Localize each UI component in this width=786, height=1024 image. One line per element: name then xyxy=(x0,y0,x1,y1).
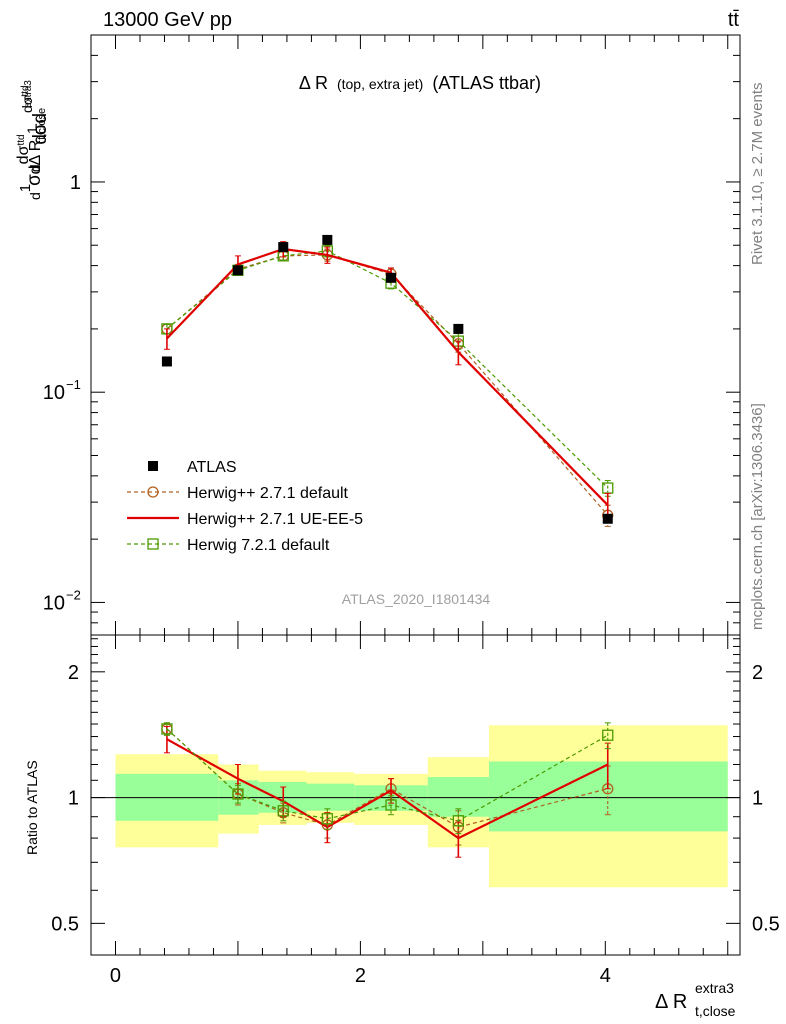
title-main: Δ R xyxy=(299,73,328,93)
ratio-y-tick-label: 1 xyxy=(68,788,79,810)
main-series-atlas-point xyxy=(453,323,464,334)
ratio-y-tick-label: 0.5 xyxy=(51,913,79,935)
main-y-tick-label: 10 xyxy=(43,592,65,614)
main-y-axis-label-formula: d1σddσttddΔ Rt,closeextra3 xyxy=(15,80,48,200)
main-plot-title: Δ R (top, extra jet) (ATLAS ttbar) xyxy=(299,73,541,93)
main-series-atlas-point xyxy=(602,513,613,524)
svg-text:extra3: extra3 xyxy=(695,980,734,996)
mcplots-label: mcplots.cern.ch [arXiv:1306.3436] xyxy=(749,403,766,630)
main-series-atlas-point xyxy=(278,242,289,253)
ratio-bands xyxy=(91,725,740,888)
main-series-atlas-point xyxy=(386,272,397,283)
main-series-atlas-point xyxy=(161,356,172,367)
ratio-frame xyxy=(90,634,741,956)
legend-label: Herwig 7.2.1 default xyxy=(187,537,330,554)
title-tail: (ATLAS ttbar) xyxy=(432,73,541,93)
main-y-axis-label: d1σddσttd xyxy=(19,85,51,144)
legend-entry: Herwig++ 2.7.1 default xyxy=(127,485,349,502)
ratio-y-axis-label: Ratio to ATLAS xyxy=(24,760,40,855)
ratio-plot xyxy=(161,722,614,858)
main-series-atlas-point xyxy=(232,265,243,276)
title-paren: (top, extra jet) xyxy=(337,76,423,92)
main-y-tick-label-exponent: −1 xyxy=(66,377,81,392)
analysis-watermark: ATLAS_2020_I1801434 xyxy=(342,591,491,607)
ratio-y-tick-label-right: 1 xyxy=(752,788,763,810)
ratio-series-2-point xyxy=(385,799,397,811)
main-y-tick-label-exponent: −2 xyxy=(66,587,81,602)
main-series-0-line xyxy=(166,254,609,516)
legend-label: Herwig++ 2.7.1 default xyxy=(187,485,349,502)
ratio-y-tick-label: 2 xyxy=(68,662,79,684)
ratio-series-2-point xyxy=(602,729,614,741)
main-series-1-line xyxy=(166,250,609,489)
ratio-series-2-point xyxy=(321,813,333,825)
svg-text:d1σddσttd: d1σddσttd xyxy=(19,85,51,144)
main-series-atlas-point xyxy=(322,234,333,245)
ratio-y-tick-label-right: 0.5 xyxy=(752,913,780,935)
svg-text:t,close: t,close xyxy=(695,1003,736,1019)
legend-label: Herwig++ 2.7.1 UE-EE-5 xyxy=(187,511,363,528)
ratio-y-tick-label-right: 2 xyxy=(752,662,763,684)
ratio-series-2-point xyxy=(452,815,465,827)
x-tick-label: 4 xyxy=(600,965,611,987)
legend-marker xyxy=(148,461,158,471)
svg-text:d1σddσttddΔ Rt,closeextra3: d1σddσttddΔ Rt,closeextra3 xyxy=(15,80,48,200)
svg-text:Δ R: Δ R xyxy=(655,991,687,1013)
header-process-label: tt̄ xyxy=(728,9,740,31)
legend: ATLAS Herwig++ 2.7.1 default Herwig++ 2.7.… xyxy=(127,459,363,554)
x-tick-label: 2 xyxy=(355,965,366,987)
legend-label: ATLAS xyxy=(187,459,237,476)
axes: 110 −110 −20.5 0.51 12 20 2 4 xyxy=(43,34,780,987)
main-y-tick-label: 10 xyxy=(43,382,65,404)
x-axis-label: Δ R extra3 t,close xyxy=(655,980,736,1019)
x-tick-label: 0 xyxy=(110,965,121,987)
legend-marker xyxy=(147,538,159,550)
legend-entry: Herwig++ 2.7.1 UE-EE-5 xyxy=(127,511,363,528)
legend-entry: ATLAS xyxy=(148,459,237,476)
legend-entry: Herwig 7.2.1 default xyxy=(127,537,330,554)
header-energy-label: 13000 GeV pp xyxy=(103,9,232,31)
legend-marker xyxy=(147,486,159,498)
ratio-series-2-point xyxy=(161,723,173,735)
rivet-version-label: Rivet 3.1.10, ≥ 2.7M events xyxy=(749,83,766,266)
ratio-series-2-point xyxy=(277,805,289,817)
main-plot xyxy=(161,234,614,527)
ratio-series-2-point xyxy=(232,788,244,800)
main-y-tick-label: 1 xyxy=(70,172,81,194)
